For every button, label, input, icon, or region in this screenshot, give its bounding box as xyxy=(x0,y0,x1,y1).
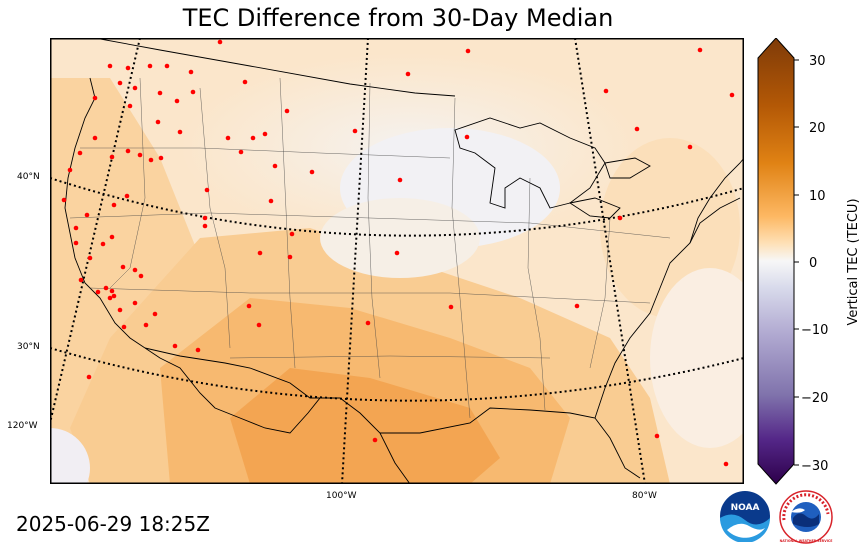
nws-logo: NATIONAL WEATHER SERVICE xyxy=(779,490,833,544)
timestamp: 2025-06-29 18:25Z xyxy=(16,512,210,536)
colorbar-label: Vertical TEC (TECU) xyxy=(846,198,861,325)
tec-contour-pacific xyxy=(50,428,90,484)
state-borders xyxy=(69,77,671,419)
colorbar-ticks xyxy=(794,59,799,466)
station-markers xyxy=(61,39,735,467)
tec-contour-east-coast xyxy=(650,268,744,448)
colorbar-tick-neg10: −10 xyxy=(801,323,828,338)
lat-label-40n: 40°N xyxy=(17,172,40,182)
tec-contour-midwest xyxy=(320,198,480,278)
colorbar-tick-0: 0 xyxy=(809,256,817,271)
coastlines xyxy=(64,38,744,484)
colorbar-tick-10: 10 xyxy=(809,189,826,204)
tec-contour-texas xyxy=(230,368,500,484)
colorbar: 30 20 10 0 −10 −20 −30 Vertical TEC (TEC… xyxy=(757,38,861,485)
lon-label-120w: 120°W xyxy=(7,421,38,431)
chart-title: TEC Difference from 30-Day Median xyxy=(182,4,614,32)
lon-label-100w: 100°W xyxy=(326,491,357,501)
lon-label-80w: 80°W xyxy=(632,491,657,501)
lat-label-30n: 30°N xyxy=(17,342,40,352)
graticule xyxy=(50,38,744,484)
colorbar-tick-neg30: −30 xyxy=(801,459,828,474)
noaa-logo-text: NOAA xyxy=(731,503,760,513)
colorbar-body xyxy=(757,38,795,485)
tec-map xyxy=(50,38,744,484)
colorbar-tick-30: 30 xyxy=(809,54,826,69)
nws-logo-text: NATIONAL WEATHER SERVICE xyxy=(780,539,833,543)
colorbar-tick-neg20: −20 xyxy=(801,391,828,406)
noaa-logo: NOAA xyxy=(720,491,770,542)
colorbar-tick-20: 20 xyxy=(809,121,826,136)
